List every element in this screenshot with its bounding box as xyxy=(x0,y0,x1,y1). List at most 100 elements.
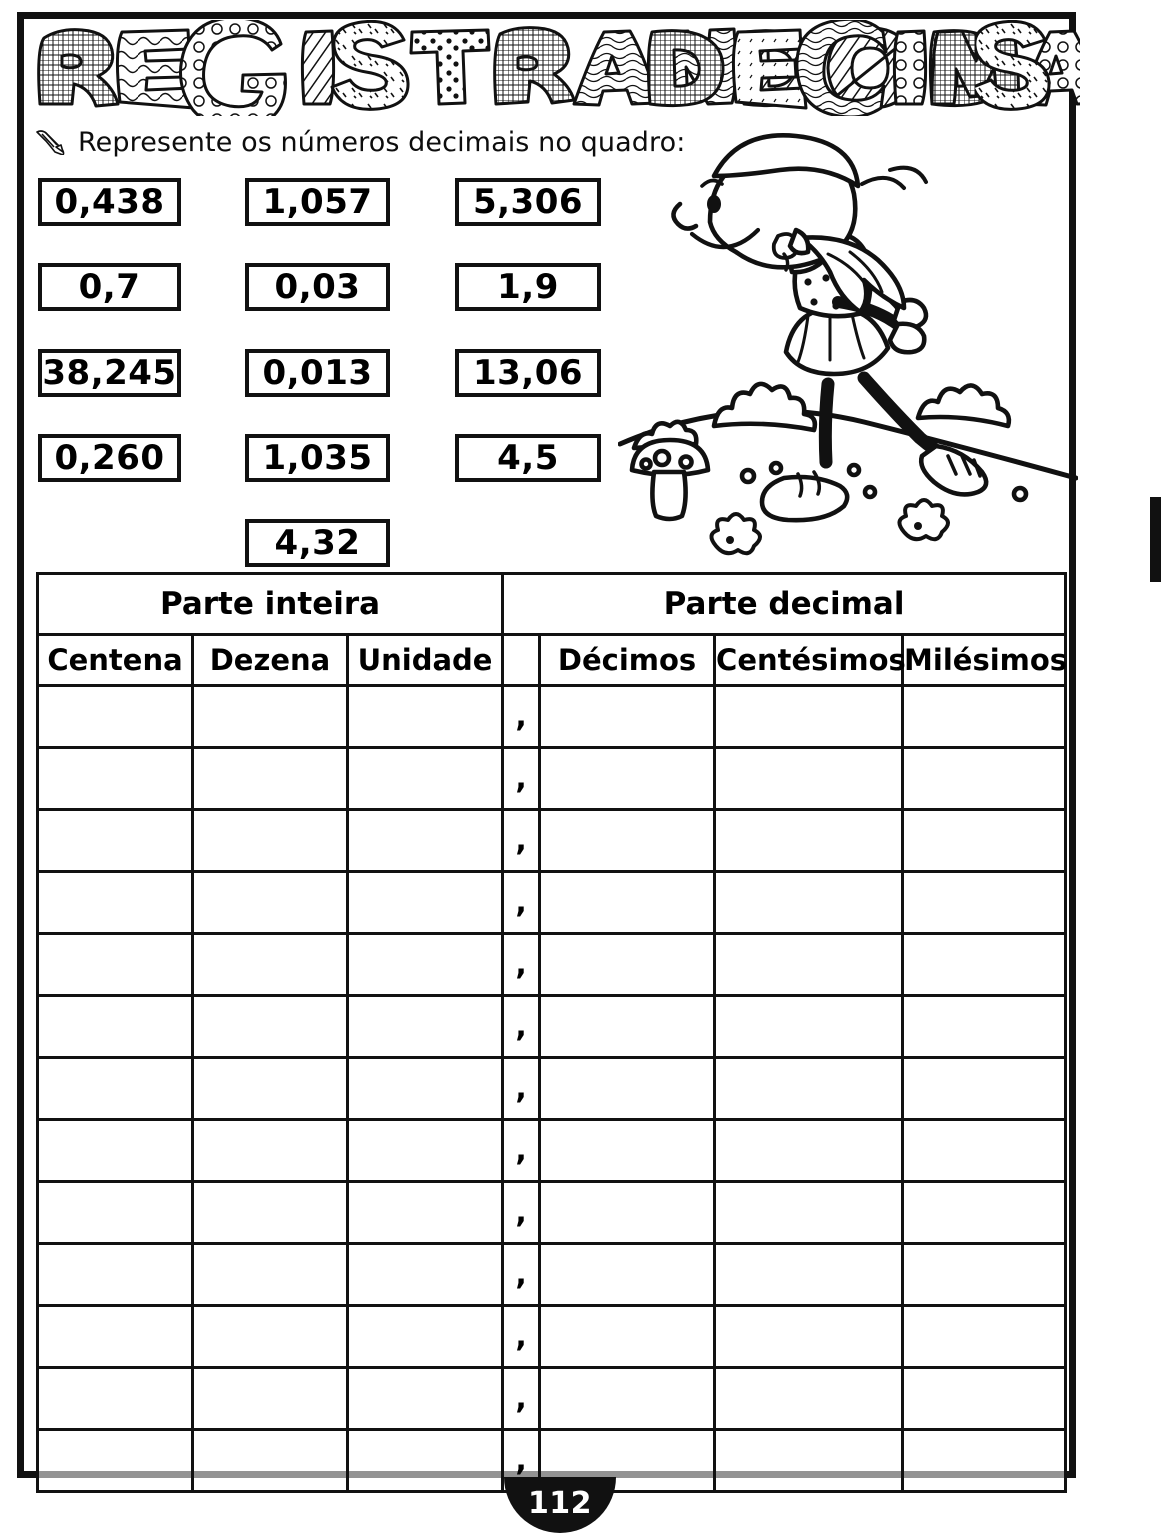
answer-cell[interactable] xyxy=(538,1304,717,1369)
answer-cell[interactable] xyxy=(901,746,1068,811)
answer-cell[interactable] xyxy=(713,1242,905,1307)
number-box[interactable]: 4,5 xyxy=(455,434,601,482)
answer-cell[interactable] xyxy=(901,1056,1068,1121)
answer-cell[interactable] xyxy=(345,1056,505,1121)
answer-cell[interactable] xyxy=(713,1428,905,1493)
table-column-header-row: Centena Dezena Unidade Décimos Centésimo… xyxy=(36,633,1068,687)
answer-cell[interactable] xyxy=(538,870,717,935)
answer-cell[interactable] xyxy=(713,746,905,811)
decimal-separator-cell: , xyxy=(501,1180,542,1245)
answer-cell[interactable] xyxy=(191,808,349,873)
answer-cell[interactable] xyxy=(191,1242,349,1307)
answer-cell[interactable] xyxy=(713,932,905,997)
answer-cell[interactable] xyxy=(36,1428,194,1493)
number-box[interactable]: 1,9 xyxy=(455,263,601,311)
answer-cell[interactable] xyxy=(36,1056,194,1121)
header-comma-spacer xyxy=(501,633,542,687)
answer-cell[interactable] xyxy=(345,684,505,749)
answer-cell[interactable] xyxy=(191,1180,349,1245)
answer-cell[interactable] xyxy=(191,1118,349,1183)
answer-cell[interactable] xyxy=(538,808,717,873)
answer-cell[interactable] xyxy=(538,932,717,997)
answer-cell[interactable] xyxy=(901,1428,1068,1493)
answer-cell[interactable] xyxy=(36,932,194,997)
answer-cell[interactable] xyxy=(191,1304,349,1369)
answer-cell[interactable] xyxy=(345,870,505,935)
answer-cell[interactable] xyxy=(538,1118,717,1183)
decimal-separator-cell: , xyxy=(501,1118,542,1183)
answer-cell[interactable] xyxy=(36,1304,194,1369)
table-group-header-row: Parte inteira Parte decimal xyxy=(35,572,1068,636)
answer-cell[interactable] xyxy=(345,1304,505,1369)
page-number-badge: 112 xyxy=(504,1477,616,1533)
number-box[interactable]: 13,06 xyxy=(455,349,601,397)
answer-cell[interactable] xyxy=(345,932,505,997)
answer-cell[interactable] xyxy=(36,1118,194,1183)
answer-cell[interactable] xyxy=(36,1366,194,1431)
answer-cell[interactable] xyxy=(538,746,717,811)
answer-cell[interactable] xyxy=(713,994,905,1059)
answer-cell[interactable] xyxy=(345,808,505,873)
answer-cell[interactable] xyxy=(901,932,1068,997)
answer-cell[interactable] xyxy=(36,684,194,749)
number-box[interactable]: 1,057 xyxy=(245,178,390,226)
answer-cell[interactable] xyxy=(36,746,194,811)
answer-cell[interactable] xyxy=(191,994,349,1059)
answer-cell[interactable] xyxy=(345,1242,505,1307)
answer-cell[interactable] xyxy=(538,1180,717,1245)
table-row: , xyxy=(36,1056,1068,1121)
answer-cell[interactable] xyxy=(36,994,194,1059)
answer-cell[interactable] xyxy=(345,1428,505,1493)
answer-cell[interactable] xyxy=(713,1366,905,1431)
answer-cell[interactable] xyxy=(901,870,1068,935)
answer-cell[interactable] xyxy=(538,1366,717,1431)
answer-cell[interactable] xyxy=(713,684,905,749)
answer-cell[interactable] xyxy=(345,746,505,811)
answer-cell[interactable] xyxy=(36,870,194,935)
answer-cell[interactable] xyxy=(36,1180,194,1245)
answer-cell[interactable] xyxy=(901,808,1068,873)
answer-cell[interactable] xyxy=(901,1118,1068,1183)
answer-cell[interactable] xyxy=(191,1428,349,1493)
number-box[interactable]: 0,438 xyxy=(38,178,181,226)
header-centena: Centena xyxy=(36,633,194,687)
answer-cell[interactable] xyxy=(36,1242,194,1307)
answer-cell[interactable] xyxy=(538,994,717,1059)
answer-cell[interactable] xyxy=(713,1118,905,1183)
number-box[interactable]: 1,035 xyxy=(245,434,390,482)
answer-cell[interactable] xyxy=(36,808,194,873)
number-box[interactable]: 38,245 xyxy=(38,349,181,397)
answer-cell[interactable] xyxy=(538,1242,717,1307)
answer-cell[interactable] xyxy=(901,1180,1068,1245)
answer-cell[interactable] xyxy=(345,1366,505,1431)
answer-cell[interactable] xyxy=(713,808,905,873)
header-parte-decimal: Parte decimal xyxy=(501,572,1068,636)
number-box[interactable]: 0,013 xyxy=(245,349,390,397)
answer-cell[interactable] xyxy=(901,1304,1068,1369)
number-box[interactable]: 5,306 xyxy=(455,178,601,226)
answer-cell[interactable] xyxy=(901,994,1068,1059)
answer-cell[interactable] xyxy=(345,1118,505,1183)
answer-cell[interactable] xyxy=(901,1242,1068,1307)
answer-cell[interactable] xyxy=(345,994,505,1059)
answer-cell[interactable] xyxy=(901,1366,1068,1431)
answer-cell[interactable] xyxy=(713,1304,905,1369)
number-box[interactable]: 4,32 xyxy=(245,519,390,567)
answer-cell[interactable] xyxy=(191,870,349,935)
answer-cell[interactable] xyxy=(191,746,349,811)
table-row: , xyxy=(36,1242,1068,1307)
answer-cell[interactable] xyxy=(191,1366,349,1431)
answer-cell[interactable] xyxy=(538,684,717,749)
answer-cell[interactable] xyxy=(191,932,349,997)
answer-cell[interactable] xyxy=(901,684,1068,749)
answer-cell[interactable] xyxy=(713,1180,905,1245)
answer-cell[interactable] xyxy=(191,684,349,749)
answer-cell[interactable] xyxy=(538,1056,717,1121)
number-box[interactable]: 0,03 xyxy=(245,263,390,311)
number-box[interactable]: 0,260 xyxy=(38,434,181,482)
number-box[interactable]: 0,7 xyxy=(38,263,181,311)
answer-cell[interactable] xyxy=(191,1056,349,1121)
answer-cell[interactable] xyxy=(345,1180,505,1245)
answer-cell[interactable] xyxy=(713,870,905,935)
answer-cell[interactable] xyxy=(713,1056,905,1121)
